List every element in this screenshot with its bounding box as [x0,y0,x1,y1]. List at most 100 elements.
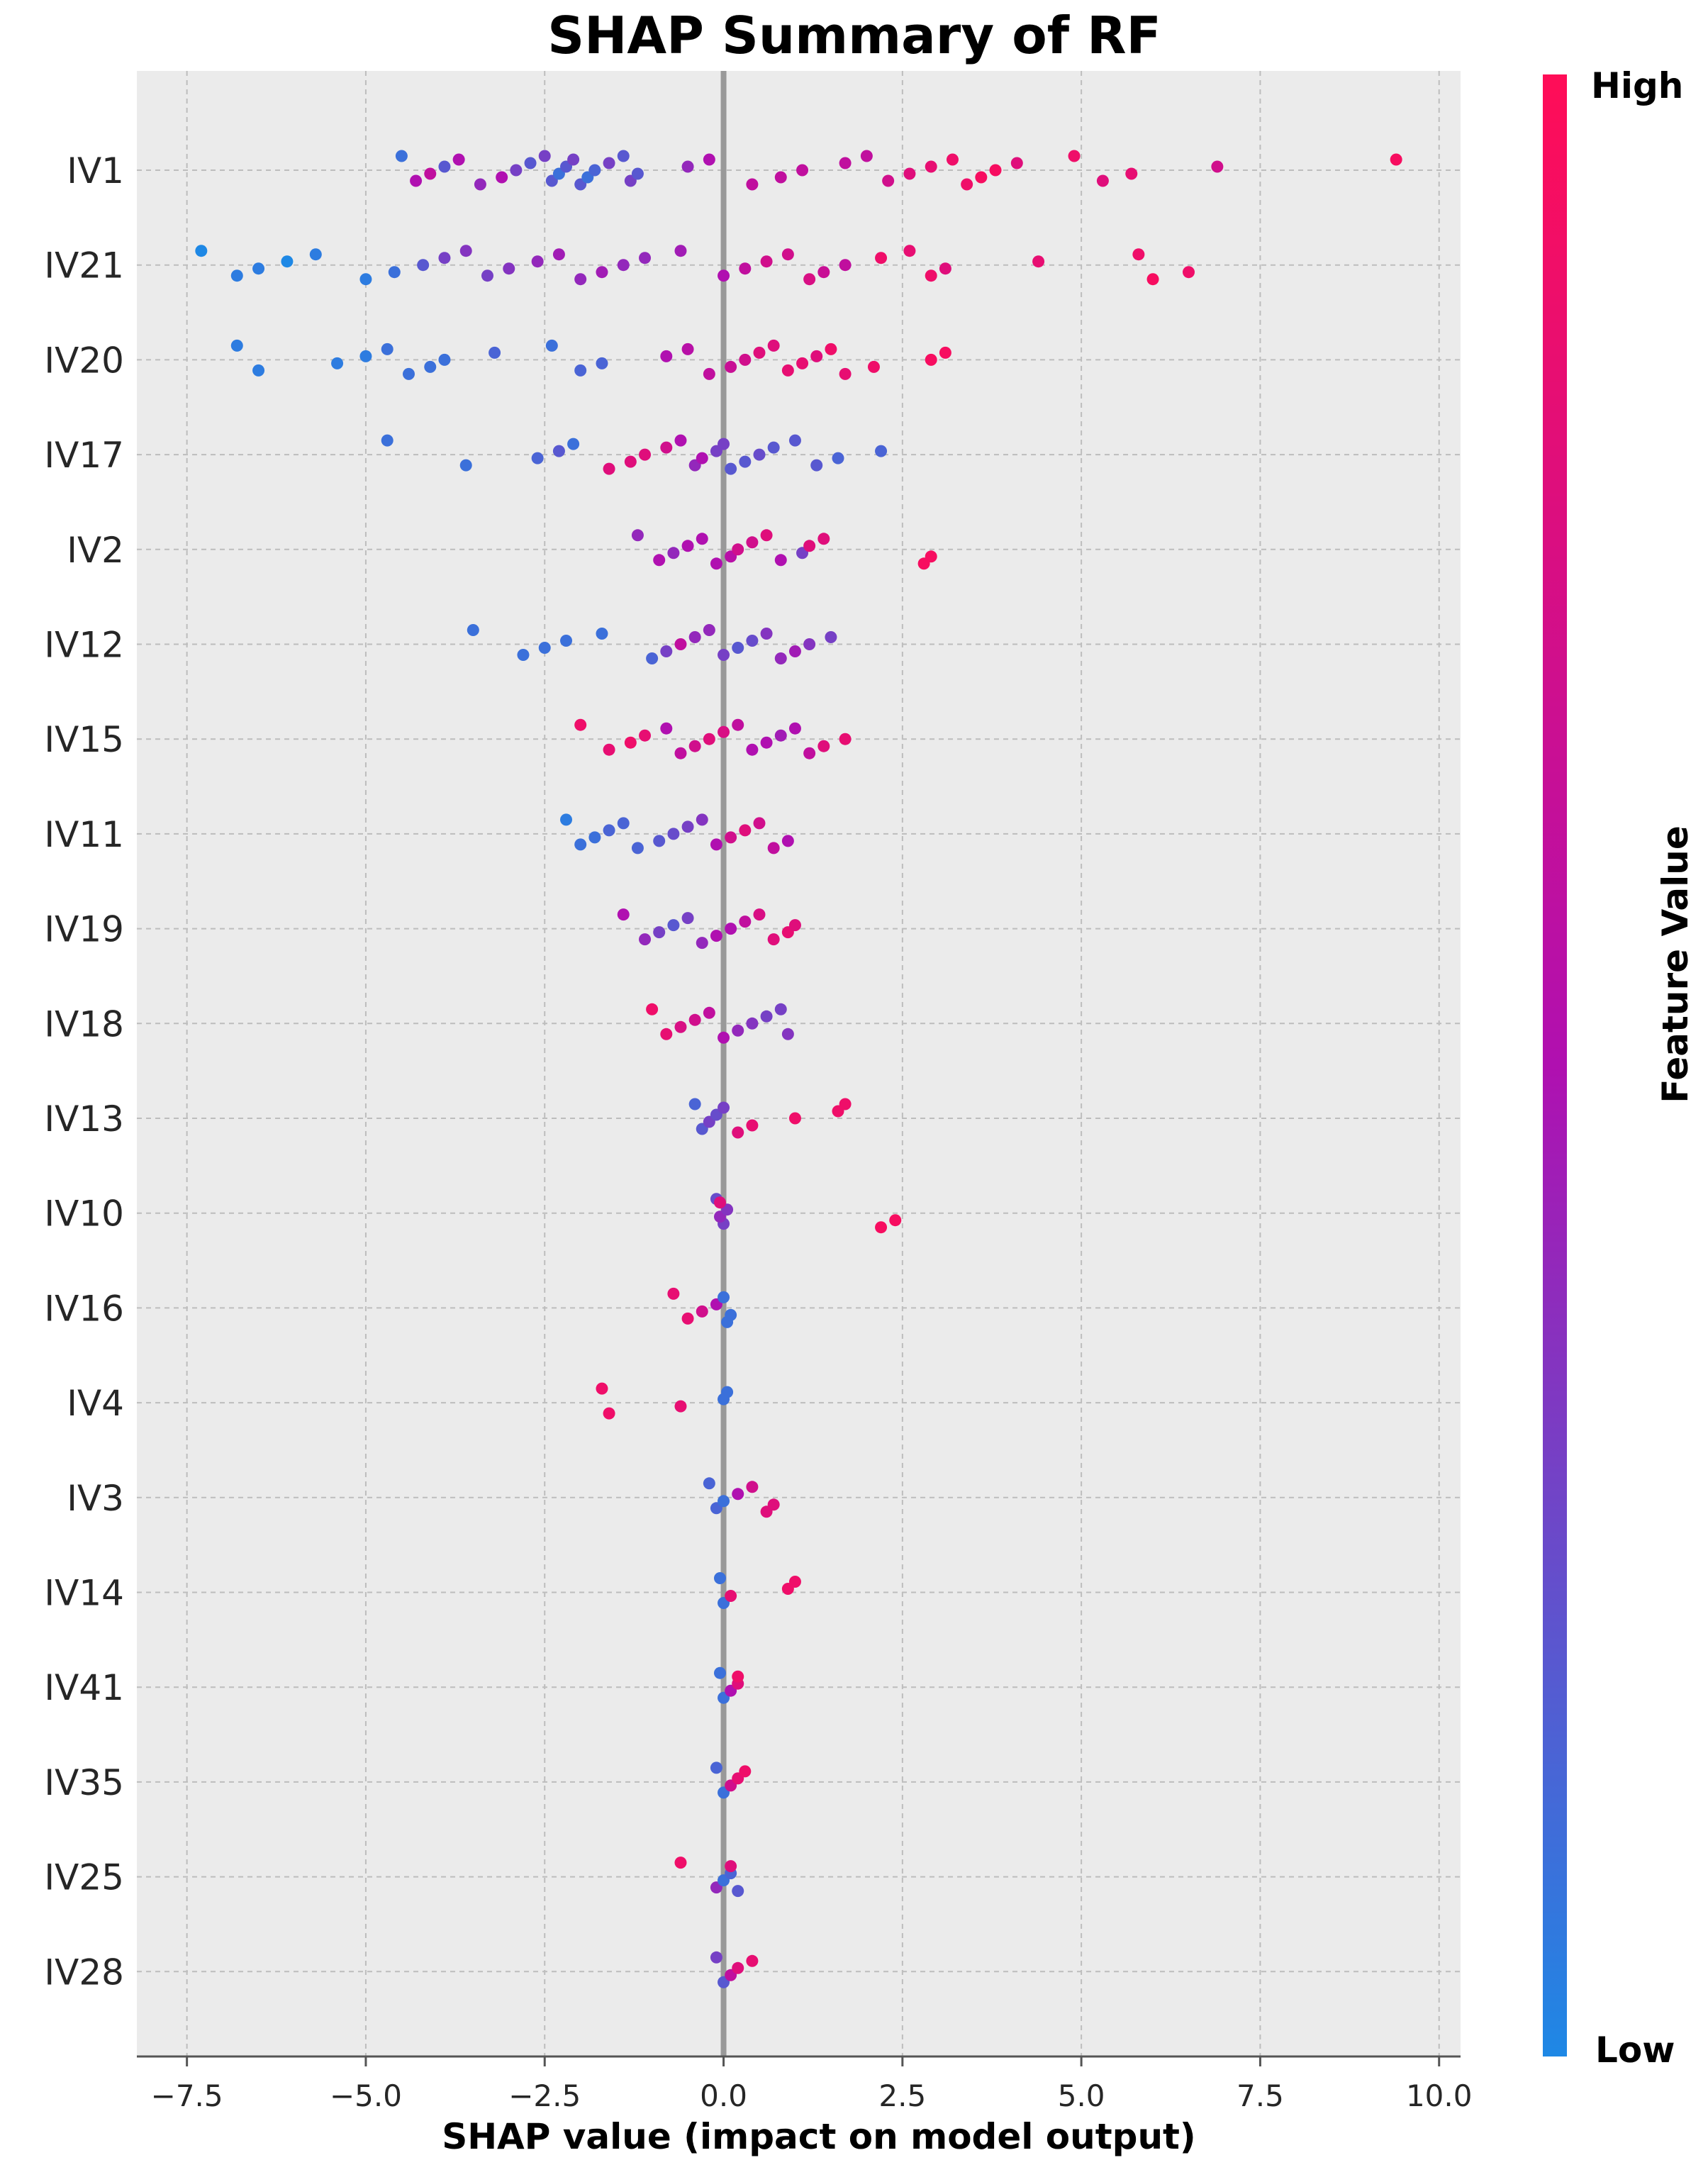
shap-point [767,441,780,454]
shap-point [696,937,708,950]
shap-point [696,813,708,826]
x-tick-label: 0.0 [700,2078,747,2113]
shap-point [653,835,666,847]
shap-point [481,269,494,282]
shap-point [517,649,530,661]
shap-point [574,273,587,286]
y-tick-label-iv1: IV1 [67,150,124,191]
shap-point [703,367,715,380]
shap-point [925,269,937,282]
shap-point [825,343,837,355]
x-tick-label: 7.5 [1237,2078,1284,2113]
shap-point [639,252,652,265]
y-tick-label-iv25: IV25 [44,1857,124,1898]
shap-point [710,838,722,851]
shap-point [875,445,888,457]
shap-point [639,729,652,742]
shap-point [617,908,630,921]
shap-point [746,1481,759,1493]
shap-point [653,926,666,939]
shap-point [839,157,852,169]
shap-point [832,452,844,464]
shap-point [574,718,587,731]
shap-point [681,820,694,833]
shap-point [696,533,708,545]
shap-point [639,448,652,461]
shap-point [710,557,722,570]
shap-point [646,652,659,664]
shap-point [395,150,408,162]
shap-point [767,1498,780,1511]
shap-point [753,346,766,359]
shap-point [721,1386,734,1398]
shap-point [1183,266,1195,279]
shap-point [438,160,451,173]
shap-point [1211,160,1224,173]
x-tick-label: 10.0 [1406,2078,1473,2113]
shap-point [688,1098,701,1111]
shap-point [718,1101,730,1114]
shap-point [624,736,637,749]
shap-point [760,529,773,542]
shap-point [674,245,687,257]
shap-point [359,350,372,362]
shap-point [718,269,730,282]
shap-point [503,262,515,275]
shap-point [796,164,809,177]
x-tick-label: −2.5 [508,2078,581,2113]
shap-point [688,631,701,643]
shap-point [788,1112,801,1125]
shap-point [774,652,787,664]
shap-point [681,343,694,355]
shap-point [718,1495,730,1508]
shap-point [939,262,951,275]
shap-point [925,550,937,563]
shap-point [596,266,608,279]
shap-point [746,1119,759,1132]
y-tick-label-iv3: IV3 [67,1478,124,1519]
shap-point [660,350,673,362]
shap-point [510,164,523,177]
shap-point [410,174,423,187]
shap-point [560,813,573,826]
shap-point [788,722,801,735]
shap-point [718,1291,730,1303]
shap-point [746,635,759,647]
shap-point [739,915,752,928]
shap-point [603,743,615,756]
shap-point [767,933,780,946]
shap-point [739,455,752,468]
shap-point [713,1572,726,1584]
x-tick-label: −5.0 [330,2078,402,2113]
shap-point [674,1857,687,1869]
shap-point [703,624,715,636]
y-tick-label-iv35: IV35 [44,1762,124,1803]
shap-point [696,1305,708,1318]
x-tick-label: 2.5 [878,2078,926,2113]
shap-point [760,628,773,640]
shap-point [617,259,630,272]
y-tick-label-iv2: IV2 [67,530,124,571]
shap-point [746,1954,759,1967]
shap-point [674,434,687,447]
shap-point [703,1477,715,1490]
shap-point [531,452,544,464]
shap-point [631,842,644,855]
shap-point [381,343,393,355]
shap-point [732,1961,744,1974]
shap-point [603,824,615,837]
shap-point [725,462,737,475]
shap-point [939,346,951,359]
shap-point [674,1400,687,1413]
shap-point [860,150,873,162]
shap-point [713,1196,726,1209]
shap-point [438,353,451,366]
shap-point [739,824,752,837]
y-tick-label-iv10: IV10 [44,1193,124,1235]
shap-point [725,360,737,373]
shap-point [596,357,608,369]
shap-point [746,743,759,756]
shap-point [817,266,830,279]
shap-point [252,262,265,275]
